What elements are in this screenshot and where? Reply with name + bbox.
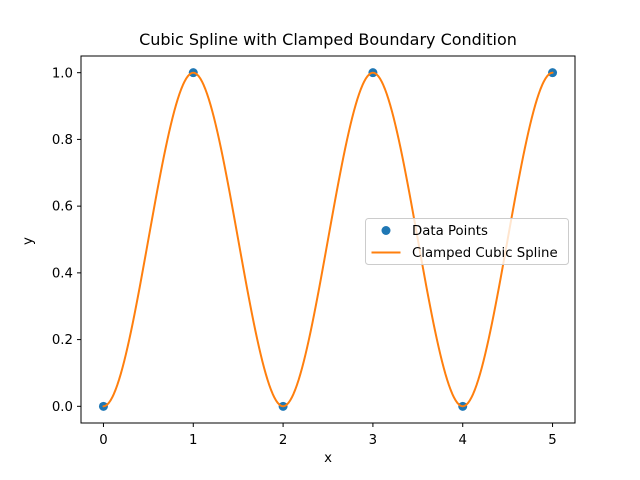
x-tick-label: 3: [369, 433, 377, 448]
x-tick-label: 2: [279, 433, 287, 448]
y-axis-ticks: 0.0 0.2 0.4 0.6 0.8 1.0: [52, 66, 81, 415]
x-tick-label: 0: [99, 433, 107, 448]
legend-box: [365, 218, 569, 265]
plot-area: [80, 55, 576, 424]
x-tick-label: 5: [548, 433, 556, 448]
x-axis-label: x: [324, 451, 332, 466]
y-tick-label: 1.0: [52, 66, 73, 81]
spline-path: [102, 71, 554, 408]
x-axis-ticks: 0 1 2 3 4 5: [99, 423, 557, 448]
y-tick-label: 0.6: [52, 200, 73, 215]
chart-title: Cubic Spline with Clamped Boundary Condi…: [139, 30, 517, 49]
legend-label-data-points: Data Points: [412, 224, 488, 239]
y-axis-label: y: [21, 237, 36, 245]
y-tick-label: 0.2: [52, 333, 73, 348]
x-tick-label: 1: [189, 433, 197, 448]
x-tick-label: 4: [458, 433, 466, 448]
legend-label-clamped-cubic-spline: Clamped Cubic Spline: [412, 246, 558, 261]
y-tick-label: 0.0: [52, 400, 73, 415]
y-tick-label: 0.4: [52, 266, 73, 281]
legend: Data Points Clamped Cubic Spline: [365, 218, 569, 265]
y-tick-label: 0.8: [52, 133, 73, 148]
legend-marker-data-points-icon: [381, 226, 391, 235]
spline-curve: [102, 71, 554, 408]
